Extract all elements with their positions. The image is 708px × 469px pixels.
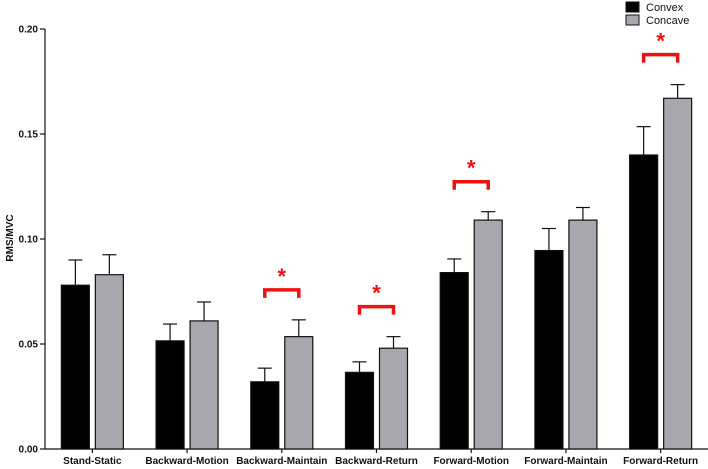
legend-label: Convex	[646, 2, 684, 14]
legend-swatch	[625, 14, 640, 26]
bar-convex	[155, 340, 185, 450]
bar-concave	[378, 347, 409, 450]
bar-concave	[663, 97, 693, 450]
bar-concave	[473, 219, 503, 450]
bar-convex	[344, 371, 375, 450]
significance-star: *	[656, 29, 665, 54]
bar-concave	[284, 336, 314, 450]
bar-convex	[60, 284, 90, 450]
x-tick-label: Backward-Motion	[145, 456, 228, 467]
x-tick-label: Backward-Return	[335, 456, 418, 467]
bar-concave	[94, 274, 124, 450]
y-axis-title: RMS/MVC	[5, 214, 16, 261]
bar-convex	[629, 154, 659, 450]
x-axis: Stand-Static Backward-Motion Backward-Main…	[45, 448, 708, 467]
y-tick-label: 0.00	[19, 445, 39, 456]
significance-bracket	[263, 288, 301, 298]
significance-bracket	[357, 304, 396, 315]
x-tick-label: Forward-Return	[623, 456, 698, 467]
bar-convex	[250, 381, 280, 450]
significance-star: *	[467, 156, 476, 181]
bar-concave	[189, 320, 219, 450]
bar-convex	[534, 249, 564, 450]
significance-bracket	[641, 52, 680, 63]
significance-group: * * * *	[263, 29, 680, 315]
significance-bracket	[452, 179, 490, 190]
legend-label: Concave	[646, 15, 689, 27]
legend-swatch	[625, 1, 640, 13]
bars-group	[60, 84, 693, 450]
bar-convex	[439, 272, 469, 450]
x-tick-label: Stand-Static	[63, 456, 122, 467]
y-axis: 0.00 0.05 0.10 0.15 0.20	[19, 25, 46, 456]
y-tick-label: 0.05	[19, 340, 39, 351]
significance-star: *	[372, 281, 381, 306]
x-tick-label: Forward-Motion	[433, 456, 509, 467]
x-tick-label: Forward-Maintain	[524, 456, 607, 467]
x-tick-label: Backward-Maintain	[236, 456, 327, 467]
bar-concave	[568, 219, 598, 450]
y-tick-label: 0.10	[19, 235, 39, 246]
significance-star: *	[278, 264, 287, 289]
y-tick-label: 0.15	[19, 130, 39, 141]
y-tick-label: 0.20	[19, 25, 39, 36]
